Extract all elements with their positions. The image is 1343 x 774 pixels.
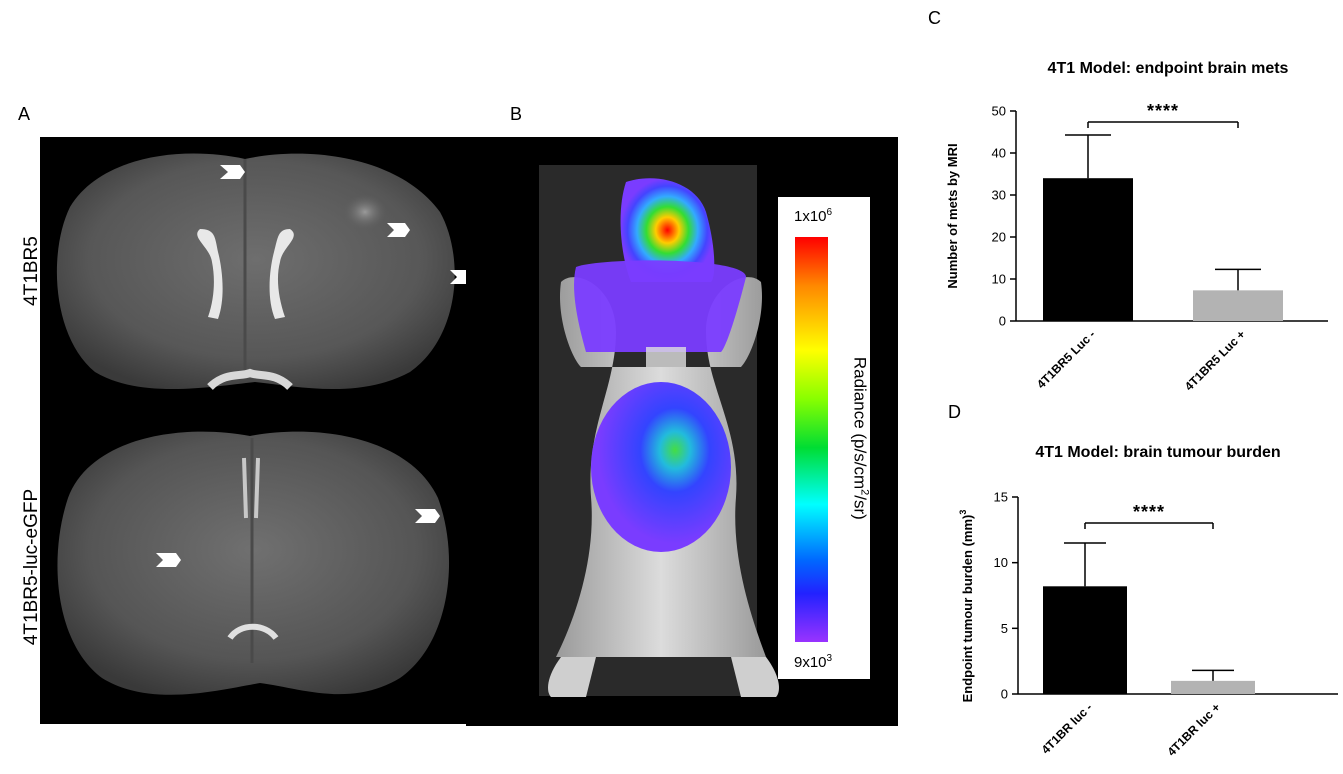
- significance-stars: ****: [1133, 502, 1165, 522]
- x-category-label: 4T1BR luc +: [1164, 700, 1223, 759]
- bar: [1171, 680, 1255, 694]
- colorbar-axis-label: Radiance (p/s/cm2/sr): [850, 356, 871, 520]
- y-tick-label: 30: [992, 188, 1006, 203]
- x-category-label: 4T1BR luc -: [1039, 700, 1096, 757]
- colorbar: [778, 197, 870, 679]
- y-tick-label: 40: [992, 146, 1006, 161]
- mri-image-bottom: [40, 408, 466, 724]
- panel-letter-b: B: [510, 104, 523, 124]
- significance-stars: ****: [1147, 101, 1179, 121]
- y-axis-label: Number of mets by MRI: [945, 143, 960, 288]
- chart-endpoint-brain-mets: 4T1 Model: endpoint brain mets Number of…: [945, 60, 1328, 393]
- y-tick-label: 5: [1001, 621, 1008, 636]
- chart-title: 4T1 Model: brain tumour burden: [1035, 444, 1280, 461]
- y-tick-label: 50: [992, 104, 1006, 119]
- y-tick-label: 15: [994, 490, 1008, 505]
- y-tick-label: 20: [992, 230, 1006, 245]
- bar: [1043, 586, 1127, 694]
- chart-brain-tumour-burden: 4T1 Model: brain tumour burden Endpoint …: [958, 444, 1338, 759]
- mri-image-top: [40, 137, 466, 408]
- bar: [1193, 290, 1283, 321]
- colorbar-min-label: 9x103: [794, 653, 833, 671]
- y-axis-label: Endpoint tumour burden (mm)3: [958, 510, 975, 703]
- x-category-label: 4T1BR5 Luc -: [1034, 327, 1098, 391]
- colorbar-gradient: [795, 237, 828, 642]
- x-category-label: 4T1BR5 Luc +: [1182, 327, 1248, 393]
- y-tick-label: 0: [1001, 687, 1008, 702]
- y-tick-label: 0: [999, 314, 1006, 329]
- panel-letter-d: D: [948, 402, 961, 422]
- y-tick-label: 10: [992, 272, 1006, 287]
- bar: [1043, 178, 1133, 321]
- chart-title: 4T1 Model: endpoint brain mets: [1048, 60, 1289, 77]
- panel-letter-a: A: [18, 104, 31, 124]
- panel-letter-c: C: [928, 8, 941, 28]
- y-tick-label: 10: [994, 555, 1008, 570]
- colorbar-max-label: 1x106: [794, 207, 833, 225]
